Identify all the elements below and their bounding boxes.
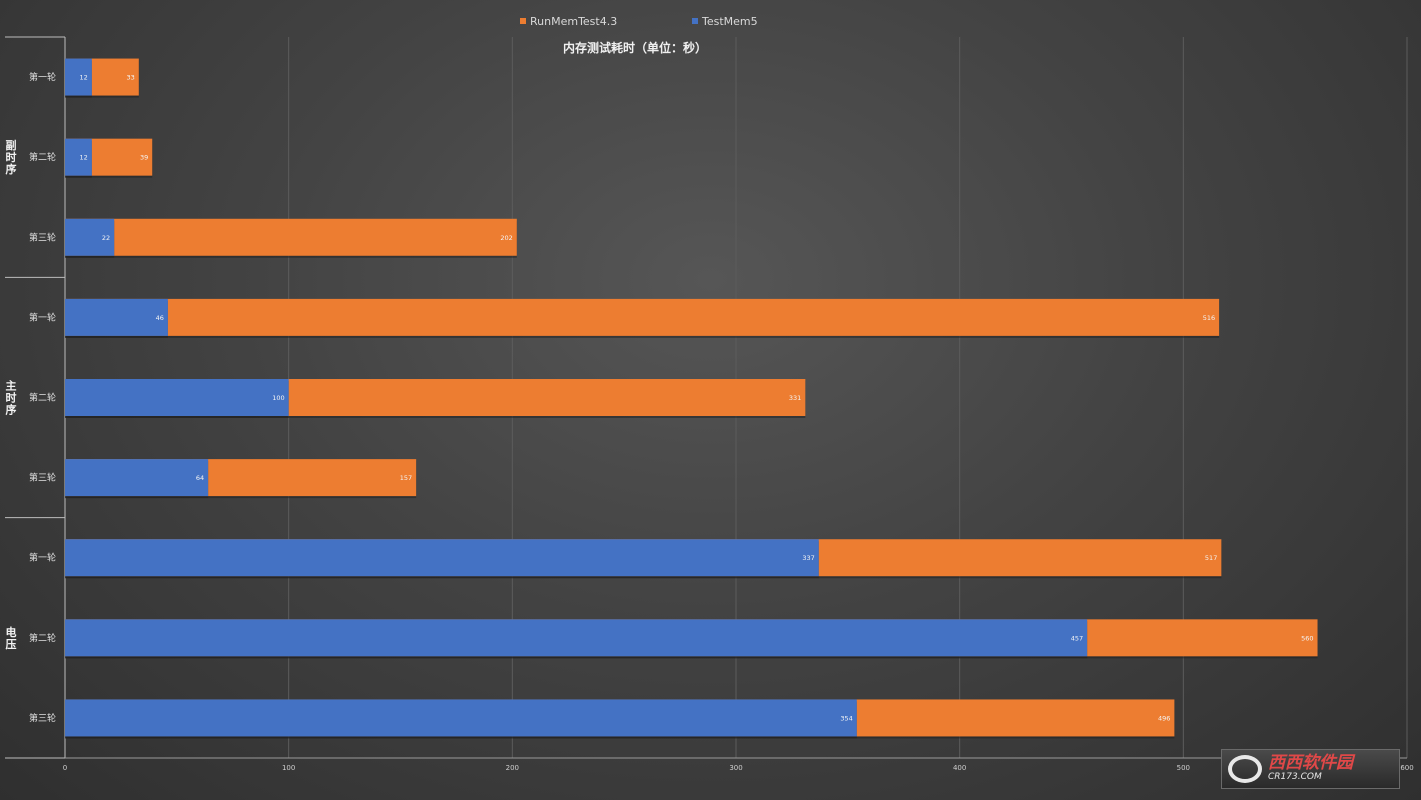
data-label-runmemtest: 331 bbox=[789, 394, 801, 402]
bar-runmemtest bbox=[65, 218, 517, 256]
watermark-text: 西西软件园 CR173.COM bbox=[1268, 753, 1353, 783]
legend-item-testmem: TestMem5 bbox=[692, 15, 758, 28]
legend-swatch-testmem bbox=[692, 18, 698, 24]
bar-testmem bbox=[65, 699, 857, 737]
group-label: 时 bbox=[6, 391, 17, 405]
bar-testmem bbox=[65, 539, 819, 577]
data-label-testmem: 64 bbox=[196, 474, 204, 482]
legend-label-testmem: TestMem5 bbox=[702, 15, 758, 28]
data-label-testmem: 100 bbox=[272, 394, 284, 402]
x-tick-label: 100 bbox=[282, 764, 295, 772]
bar-runmemtest bbox=[65, 298, 1220, 336]
data-label-runmemtest: 516 bbox=[1203, 314, 1215, 322]
group-label: 序 bbox=[6, 403, 17, 417]
chart-title: 内存测试耗时（单位：秒） bbox=[562, 41, 707, 55]
bar-testmem bbox=[65, 58, 92, 96]
data-label-runmemtest: 202 bbox=[500, 234, 512, 242]
group-label: 序 bbox=[6, 162, 17, 176]
data-label-runmemtest: 517 bbox=[1205, 554, 1217, 562]
data-label-testmem: 12 bbox=[80, 74, 88, 82]
bar-testmem bbox=[65, 218, 115, 256]
category-label: 第一轮 bbox=[29, 311, 56, 323]
watermark-main: 西西软件园 bbox=[1268, 753, 1353, 774]
legend-swatch-runmemtest bbox=[520, 18, 526, 24]
data-label-runmemtest: 496 bbox=[1158, 714, 1170, 722]
data-label-testmem: 22 bbox=[102, 234, 110, 242]
watermark-logo-icon bbox=[1228, 755, 1262, 783]
category-label: 第三轮 bbox=[29, 231, 56, 243]
data-label-testmem: 46 bbox=[156, 314, 164, 322]
data-label-runmemtest: 33 bbox=[127, 74, 135, 82]
group-label: 电 bbox=[6, 625, 17, 639]
legend-item-runmemtest: RunMemTest4.3 bbox=[520, 15, 617, 28]
legend-label-runmemtest: RunMemTest4.3 bbox=[530, 15, 618, 28]
bar-testmem bbox=[65, 379, 289, 416]
data-label-runmemtest: 39 bbox=[140, 154, 148, 162]
x-tick-label: 500 bbox=[1177, 764, 1190, 772]
bar-testmem bbox=[65, 298, 168, 336]
x-tick-label: 200 bbox=[506, 764, 519, 772]
x-tick-label: 300 bbox=[729, 764, 742, 772]
x-tick-label: 600 bbox=[1400, 764, 1413, 772]
category-label: 第三轮 bbox=[29, 712, 56, 724]
data-label-testmem: 457 bbox=[1071, 634, 1083, 642]
data-label-runmemtest: 560 bbox=[1301, 634, 1313, 642]
category-label: 第二轮 bbox=[29, 151, 56, 163]
bar-testmem bbox=[65, 459, 209, 497]
watermark: 西西软件园 CR173.COM bbox=[1221, 749, 1400, 789]
group-label: 副 bbox=[6, 138, 17, 152]
group-label: 压 bbox=[6, 637, 17, 651]
bar-testmem bbox=[65, 619, 1088, 657]
category-label: 第一轮 bbox=[29, 552, 56, 564]
bar-testmem bbox=[65, 138, 92, 176]
x-tick-label: 0 bbox=[63, 764, 67, 772]
data-label-runmemtest: 157 bbox=[400, 474, 412, 482]
data-label-testmem: 354 bbox=[840, 714, 852, 722]
group-label: 主 bbox=[6, 379, 17, 393]
x-tick-label: 400 bbox=[953, 764, 966, 772]
category-label: 第一轮 bbox=[29, 71, 56, 83]
data-label-testmem: 12 bbox=[80, 154, 88, 162]
legend: RunMemTest4.3 TestMem5 bbox=[0, 15, 1421, 31]
watermark-sub: CR173.COM bbox=[1268, 772, 1322, 783]
group-label: 时 bbox=[6, 150, 17, 164]
category-label: 第二轮 bbox=[29, 632, 56, 644]
data-label-testmem: 337 bbox=[802, 554, 814, 562]
category-label: 第二轮 bbox=[29, 392, 56, 404]
category-label: 第三轮 bbox=[29, 472, 56, 484]
